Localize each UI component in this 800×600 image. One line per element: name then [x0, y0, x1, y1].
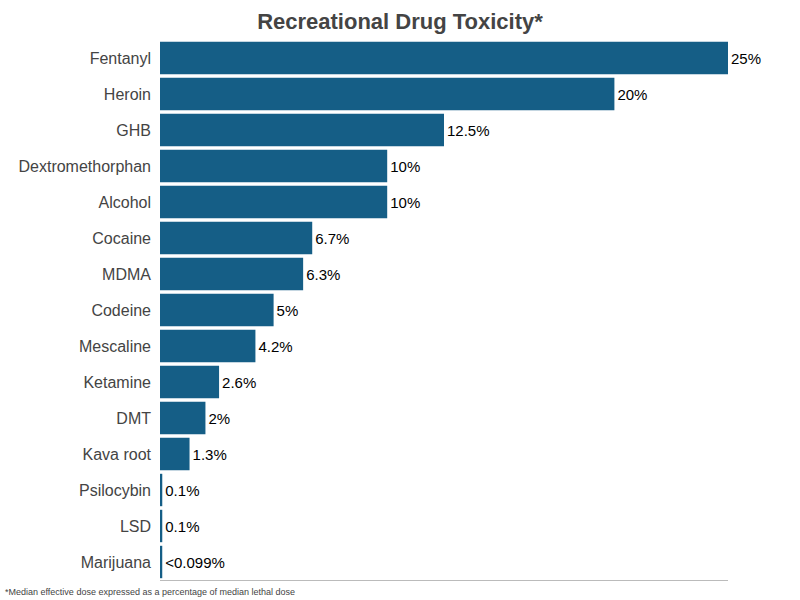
svg-text:Ketamine: Ketamine	[83, 374, 151, 391]
svg-text:Recreational Drug Toxicity*: Recreational Drug Toxicity*	[257, 9, 543, 34]
svg-text:25%: 25%	[731, 50, 761, 67]
svg-text:MDMA: MDMA	[102, 266, 151, 283]
svg-text:2.6%: 2.6%	[222, 374, 256, 391]
svg-text:4.2%: 4.2%	[258, 338, 292, 355]
svg-text:10%: 10%	[390, 194, 420, 211]
svg-text:6.3%: 6.3%	[306, 266, 340, 283]
svg-text:Cocaine: Cocaine	[92, 230, 151, 247]
svg-text:2%: 2%	[208, 410, 230, 427]
svg-text:Heroin: Heroin	[104, 86, 151, 103]
svg-text:0.1%: 0.1%	[165, 518, 199, 535]
svg-text:*Median effective dose express: *Median effective dose expressed as a pe…	[5, 587, 295, 597]
svg-text:<0.099%: <0.099%	[165, 554, 225, 571]
svg-text:Marijuana: Marijuana	[81, 554, 151, 571]
svg-text:5%: 5%	[277, 302, 299, 319]
svg-text:1.3%: 1.3%	[193, 446, 227, 463]
svg-text:Fentanyl: Fentanyl	[90, 50, 151, 67]
svg-text:12.5%: 12.5%	[447, 122, 490, 139]
svg-text:LSD: LSD	[120, 518, 151, 535]
svg-text:GHB: GHB	[116, 122, 151, 139]
svg-text:Psilocybin: Psilocybin	[79, 482, 151, 499]
svg-text:0.1%: 0.1%	[165, 482, 199, 499]
svg-text:10%: 10%	[390, 158, 420, 175]
svg-text:6.7%: 6.7%	[315, 230, 349, 247]
svg-text:20%: 20%	[617, 86, 647, 103]
svg-text:DMT: DMT	[116, 410, 151, 427]
svg-text:Mescaline: Mescaline	[79, 338, 151, 355]
svg-text:Kava root: Kava root	[83, 446, 152, 463]
svg-text:Dextromethorphan: Dextromethorphan	[18, 158, 151, 175]
svg-text:Alcohol: Alcohol	[99, 194, 151, 211]
svg-text:Codeine: Codeine	[91, 302, 151, 319]
